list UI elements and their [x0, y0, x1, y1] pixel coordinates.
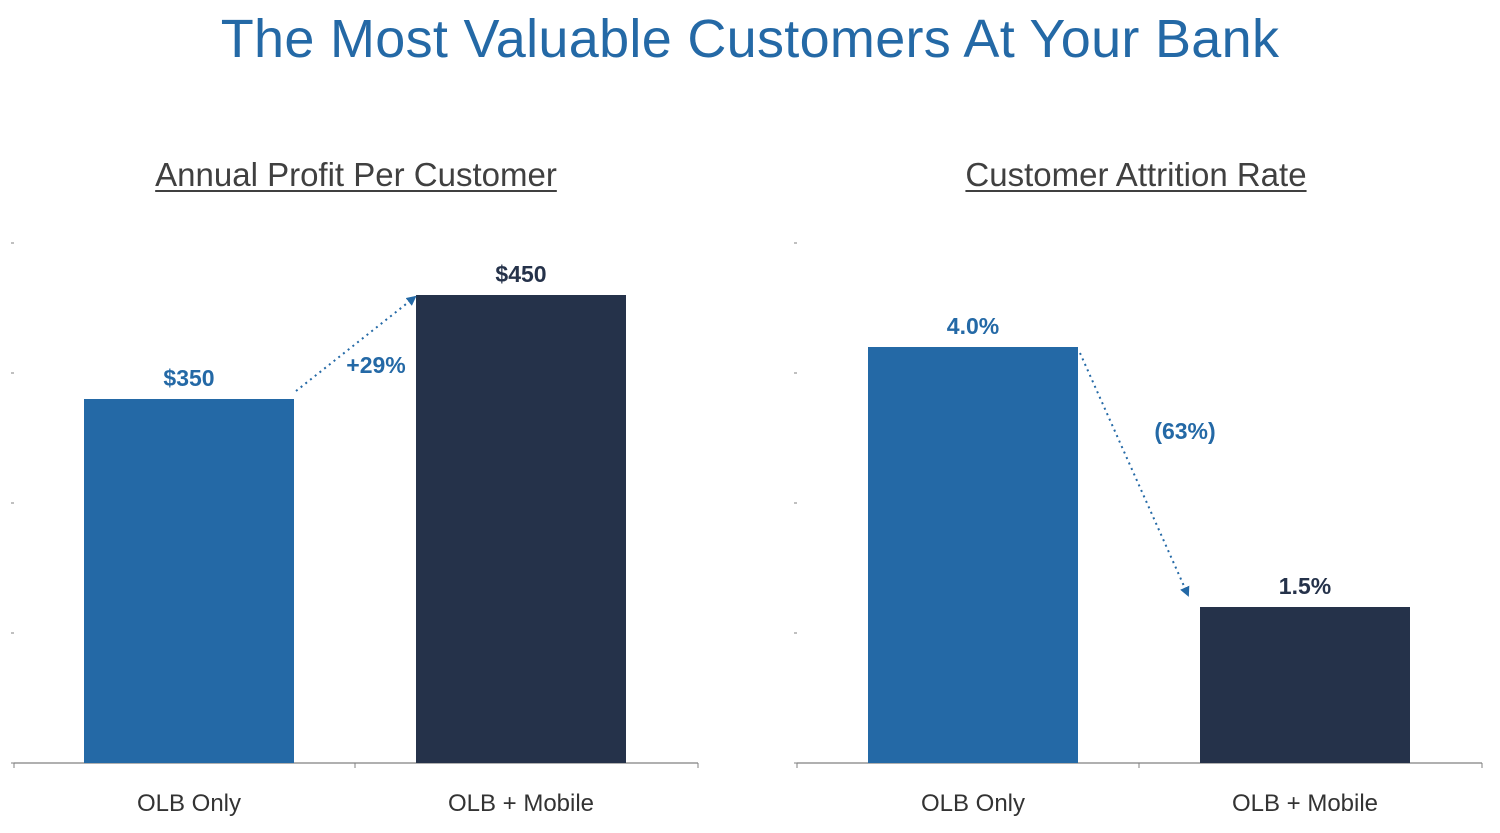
bar-olb-mobile [1200, 607, 1410, 763]
chart-title-attrition-rate: Customer Attrition Rate [965, 156, 1307, 193]
data-label: $450 [495, 261, 546, 287]
chart-title-annual-profit: Annual Profit Per Customer [155, 156, 557, 193]
chart-1: $350 OLB Only $450 OLB + Mobile +29% [11, 242, 699, 817]
chart-2: 4.0% OLB Only 1.5% OLB + Mobile (63%) [794, 242, 1483, 817]
bar-olb-only [868, 347, 1078, 763]
page-title: The Most Valuable Customers At Your Bank [220, 9, 1280, 69]
category-label: OLB + Mobile [448, 790, 594, 817]
category-label: OLB + Mobile [1232, 790, 1378, 817]
category-label: OLB Only [921, 790, 1025, 817]
bar-olb-only [84, 399, 294, 763]
data-label: $350 [163, 365, 214, 391]
category-label: OLB Only [137, 790, 241, 817]
change-arrow [1079, 352, 1190, 597]
change-label: +29% [346, 352, 405, 378]
data-label: 1.5% [1279, 573, 1331, 599]
data-label: 4.0% [947, 313, 999, 339]
bar-olb-mobile [416, 295, 626, 763]
change-arrow [295, 295, 417, 392]
change-label: (63%) [1154, 418, 1215, 444]
